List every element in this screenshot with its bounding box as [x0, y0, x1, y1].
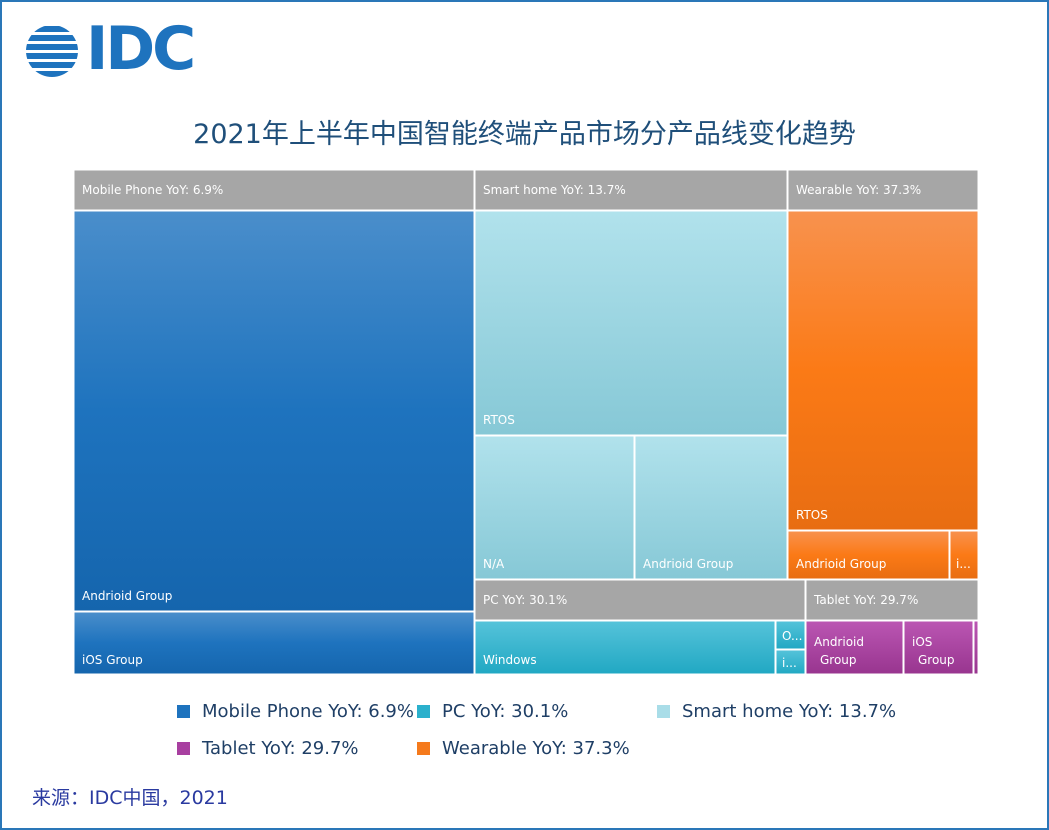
tile-label-smart-home: Andrioid Group: [643, 557, 733, 571]
group-header-label-mobile-phone: Mobile Phone YoY: 6.9%: [82, 183, 223, 197]
tile-wearable: [787, 210, 979, 531]
legend-swatch: [417, 741, 430, 755]
treemap: Mobile Phone YoY: 6.9% Andrioid Group iOS …: [73, 169, 979, 675]
legend-label: Tablet YoY: 29.7%: [202, 737, 359, 759]
group-header-label-smart-home: Smart home YoY: 13.7%: [483, 183, 626, 197]
group-header-label-tablet: Tablet YoY: 29.7%: [813, 593, 918, 607]
globe-icon: [26, 26, 78, 77]
legend-label: Smart home YoY: 13.7%: [682, 700, 897, 722]
tile-label-tablet: Group: [820, 653, 857, 667]
legend-swatch: [177, 741, 190, 755]
legend: Mobile Phone YoY: 6.9% PC YoY: 30.1% Sma…: [177, 699, 977, 763]
tile-wearable: [949, 530, 979, 580]
group-header-tablet: [805, 579, 979, 621]
legend-item-pc: PC YoY: 30.1%: [417, 699, 568, 723]
tile-smart-home: [634, 435, 788, 580]
tile-pc: [775, 649, 806, 675]
idc-logo: IDC: [24, 14, 204, 84]
tile-label-mobile-phone: iOS Group: [82, 653, 143, 667]
group-header-label-pc: PC YoY: 30.1%: [483, 593, 567, 607]
legend-item-wearable: Wearable YoY: 37.3%: [417, 736, 630, 760]
tile-label-pc: O...: [782, 629, 802, 643]
chart-title: 2021年上半年中国智能终端产品市场分产品线变化趋势: [193, 119, 856, 150]
tile-label-mobile-phone: Andrioid Group: [82, 589, 172, 603]
tile-label-wearable: Andrioid Group: [796, 557, 886, 571]
tile-label-tablet: Group: [918, 653, 955, 667]
tile-tablet: [805, 620, 904, 675]
tile-label-smart-home: N/A: [483, 557, 505, 571]
group-header-wearable: [787, 169, 979, 211]
tile-pc: [474, 620, 776, 675]
group-header-smart-home: [474, 169, 788, 211]
legend-swatch: [657, 704, 670, 718]
tile-tablet: [903, 620, 974, 675]
tile-label-tablet: Andrioid: [814, 635, 864, 649]
tile-label-wearable: i...: [956, 557, 971, 571]
group-header-label-wearable: Wearable YoY: 37.3%: [796, 183, 921, 197]
legend-label: PC YoY: 30.1%: [442, 700, 569, 722]
legend-item-smart-home: Smart home YoY: 13.7%: [657, 699, 896, 723]
tile-tablet: [973, 620, 979, 675]
legend-item-mobile-phone: Mobile Phone YoY: 6.9%: [177, 699, 414, 723]
legend-label: Wearable YoY: 37.3%: [442, 737, 630, 759]
tile-wearable: [787, 530, 950, 580]
tile-label-wearable: RTOS: [796, 508, 828, 522]
group-header-mobile-phone: [73, 169, 475, 211]
legend-swatch: [177, 704, 190, 718]
tile-mobile-phone: [73, 611, 475, 675]
tile-smart-home: [474, 210, 788, 436]
tile-label-smart-home: RTOS: [483, 413, 515, 427]
legend-label: Mobile Phone YoY: 6.9%: [202, 700, 414, 722]
tile-pc: [775, 620, 806, 650]
source-note: 来源：IDC中国，2021: [32, 787, 228, 809]
tile-smart-home: [474, 435, 635, 580]
group-header-pc: [474, 579, 806, 621]
tile-label-pc: Windows: [483, 653, 537, 667]
logo-text: IDC: [86, 14, 196, 84]
tile-mobile-phone: [73, 210, 475, 612]
legend-item-tablet: Tablet YoY: 29.7%: [177, 736, 359, 760]
tile-label-tablet: iOS: [912, 635, 932, 649]
tile-label-pc: i...: [782, 656, 797, 670]
legend-swatch: [417, 704, 430, 718]
